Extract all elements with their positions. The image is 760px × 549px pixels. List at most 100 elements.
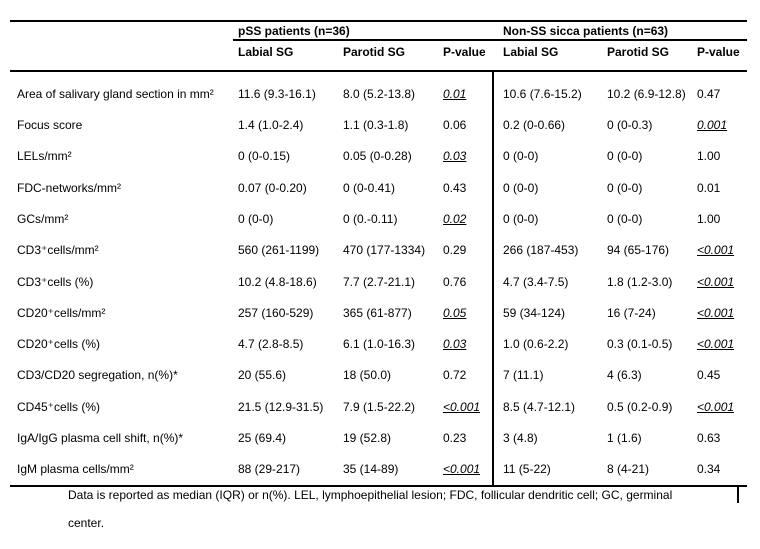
nonss-parotid-sg-value: 94 (65-176) bbox=[607, 243, 670, 258]
nonss-p-value: <0.001 bbox=[697, 399, 735, 414]
row-label: CD3⁺cells/mm² bbox=[17, 243, 99, 258]
group-header-underline bbox=[233, 39, 747, 41]
pss-parotid-sg-value: 0.05 (0-0.28) bbox=[343, 149, 412, 164]
pss-p-value: <0.001 bbox=[443, 462, 481, 477]
column-header-nonss-labial-sg: Labial SG bbox=[503, 45, 559, 59]
nonss-labial-sg-value: 3 (4.8) bbox=[503, 431, 538, 446]
table-row: GCs/mm² 0 (0-0) 0 (0.-0.11) 0.02 0 (0-0)… bbox=[0, 203, 760, 234]
pss-labial-sg-value: 10.2 (4.8-18.6) bbox=[238, 274, 317, 289]
group-vertical-divider bbox=[492, 72, 494, 485]
nonss-labial-sg-value: 7 (11.1) bbox=[503, 368, 544, 383]
row-label: CD45⁺cells (%) bbox=[17, 399, 101, 414]
nonss-parotid-sg-value: 8 (4-21) bbox=[607, 462, 650, 477]
nonss-p-value: 0.63 bbox=[697, 431, 721, 446]
column-header-pss-parotid-sg: Parotid SG bbox=[343, 45, 406, 59]
table-row: LELs/mm² 0 (0-0.15) 0.05 (0-0.28) 0.03 0… bbox=[0, 141, 760, 172]
nonss-labial-sg-value: 0 (0-0) bbox=[503, 211, 539, 226]
nonss-labial-sg-value: 1.0 (0.6-2.2) bbox=[503, 337, 569, 352]
group-header-nonss: Non-SS sicca patients (n=63) bbox=[503, 24, 669, 38]
table-row: CD20⁺cells (%) 4.7 (2.8-8.5) 6.1 (1.0-16… bbox=[0, 329, 760, 360]
pss-parotid-sg-value: 7.9 (1.5-22.2) bbox=[343, 399, 416, 414]
pss-labial-sg-value: 0.07 (0-0.20) bbox=[238, 180, 307, 195]
pss-labial-sg-value: 25 (69.4) bbox=[238, 431, 287, 446]
nonss-parotid-sg-value: 1 (1.6) bbox=[607, 431, 642, 446]
row-label: IgM plasma cells/mm² bbox=[17, 462, 134, 477]
nonss-labial-sg-value: 8.5 (4.7-12.1) bbox=[503, 399, 576, 414]
nonss-p-value: 0.45 bbox=[697, 368, 721, 383]
row-label: CD20⁺cells (%) bbox=[17, 337, 101, 352]
row-label: CD3⁺cells (%) bbox=[17, 274, 94, 289]
nonss-labial-sg-value: 266 (187-453) bbox=[503, 243, 579, 258]
pss-parotid-sg-value: 8.0 (5.2-13.8) bbox=[343, 86, 416, 101]
pss-parotid-sg-value: 0 (0-0.41) bbox=[343, 180, 396, 195]
pss-p-value: 0.03 bbox=[443, 149, 467, 164]
nonss-labial-sg-value: 10.6 (7.6-15.2) bbox=[503, 86, 582, 101]
column-header-pss-labial-sg: Labial SG bbox=[238, 45, 294, 59]
footnote-line-1: Data is reported as median (IQR) or n(%)… bbox=[68, 488, 673, 502]
nonss-labial-sg-value: 4.7 (3.4-7.5) bbox=[503, 274, 569, 289]
pss-labial-sg-value: 20 (55.6) bbox=[238, 368, 287, 383]
table-row: CD3⁺cells (%) 10.2 (4.8-18.6) 7.7 (2.7-2… bbox=[0, 266, 760, 297]
table-top-border bbox=[10, 20, 747, 22]
nonss-parotid-sg-value: 10.2 (6.9-12.8) bbox=[607, 86, 686, 101]
nonss-p-value: <0.001 bbox=[697, 305, 735, 320]
row-label: LELs/mm² bbox=[17, 149, 72, 164]
nonss-p-value: 0.47 bbox=[697, 86, 721, 101]
group-header-pss: pSS patients (n=36) bbox=[238, 24, 350, 38]
pss-p-value: 0.76 bbox=[443, 274, 467, 289]
pss-labial-sg-value: 21.5 (12.9-31.5) bbox=[238, 399, 324, 414]
pss-p-value: 0.72 bbox=[443, 368, 467, 383]
nonss-parotid-sg-value: 0 (0-0) bbox=[607, 149, 643, 164]
nonss-p-value: <0.001 bbox=[697, 274, 735, 289]
pss-labial-sg-value: 88 (29-217) bbox=[238, 462, 301, 477]
row-label: CD3/CD20 segregation, n(%)* bbox=[17, 368, 178, 383]
pss-parotid-sg-value: 1.1 (0.3-1.8) bbox=[343, 117, 409, 132]
table-row: CD3⁺cells/mm² 560 (261-1199) 470 (177-13… bbox=[0, 235, 760, 266]
nonss-p-value: 1.00 bbox=[697, 211, 721, 226]
pss-p-value: 0.43 bbox=[443, 180, 467, 195]
pss-p-value: 0.06 bbox=[443, 117, 467, 132]
pss-labial-sg-value: 257 (160-529) bbox=[238, 305, 314, 320]
pss-parotid-sg-value: 35 (14-89) bbox=[343, 462, 399, 477]
pss-p-value: 0.23 bbox=[443, 431, 467, 446]
column-header-nonss-parotid-sg: Parotid SG bbox=[607, 45, 670, 59]
nonss-p-value: 0.01 bbox=[697, 180, 721, 195]
nonss-parotid-sg-value: 1.8 (1.2-3.0) bbox=[607, 274, 673, 289]
nonss-parotid-sg-value: 0 (0-0.3) bbox=[607, 117, 653, 132]
table-row: IgM plasma cells/mm² 88 (29-217) 35 (14-… bbox=[0, 454, 760, 485]
nonss-parotid-sg-value: 0.5 (0.2-0.9) bbox=[607, 399, 673, 414]
pss-parotid-sg-value: 0 (0.-0.11) bbox=[343, 211, 398, 226]
table-row: Focus score 1.4 (1.0-2.4) 1.1 (0.3-1.8) … bbox=[0, 109, 760, 140]
table-bottom-border bbox=[10, 485, 747, 487]
nonss-p-value: 0.001 bbox=[697, 117, 728, 132]
pss-p-value: 0.05 bbox=[443, 305, 467, 320]
nonss-parotid-sg-value: 4 (6.3) bbox=[607, 368, 642, 383]
nonss-labial-sg-value: 0 (0-0) bbox=[503, 149, 539, 164]
row-label: FDC-networks/mm² bbox=[17, 180, 121, 195]
nonss-p-value: 1.00 bbox=[697, 149, 721, 164]
pss-labial-sg-value: 0 (0-0.15) bbox=[238, 149, 291, 164]
table-row: Area of salivary gland section in mm² 11… bbox=[0, 78, 760, 109]
text-cursor bbox=[737, 487, 739, 503]
table-row: CD3/CD20 segregation, n(%)* 20 (55.6) 18… bbox=[0, 360, 760, 391]
row-label: Area of salivary gland section in mm² bbox=[17, 86, 214, 101]
pss-p-value: 0.02 bbox=[443, 211, 467, 226]
pss-parotid-sg-value: 365 (61-877) bbox=[343, 305, 412, 320]
table-row: FDC-networks/mm² 0.07 (0-0.20) 0 (0-0.41… bbox=[0, 172, 760, 203]
pss-parotid-sg-value: 18 (50.0) bbox=[343, 368, 392, 383]
pss-labial-sg-value: 11.6 (9.3-16.1) bbox=[238, 86, 316, 101]
pss-p-value: 0.29 bbox=[443, 243, 467, 258]
table-body: Area of salivary gland section in mm² 11… bbox=[0, 72, 760, 485]
header-bottom-border bbox=[10, 70, 747, 72]
pss-parotid-sg-value: 470 (177-1334) bbox=[343, 243, 426, 258]
column-header-pss-pvalue: P-value bbox=[443, 45, 486, 59]
nonss-p-value: 0.34 bbox=[697, 462, 721, 477]
pss-labial-sg-value: 560 (261-1199) bbox=[238, 243, 320, 258]
nonss-labial-sg-value: 0 (0-0) bbox=[503, 180, 539, 195]
nonss-labial-sg-value: 11 (5-22) bbox=[503, 462, 551, 477]
table-footnote: Data is reported as median (IQR) or n(%)… bbox=[68, 488, 758, 530]
footnote-line-2: center. bbox=[68, 516, 105, 530]
row-label: IgA/IgG plasma cell shift, n(%)* bbox=[17, 431, 184, 446]
nonss-p-value: <0.001 bbox=[697, 243, 735, 258]
